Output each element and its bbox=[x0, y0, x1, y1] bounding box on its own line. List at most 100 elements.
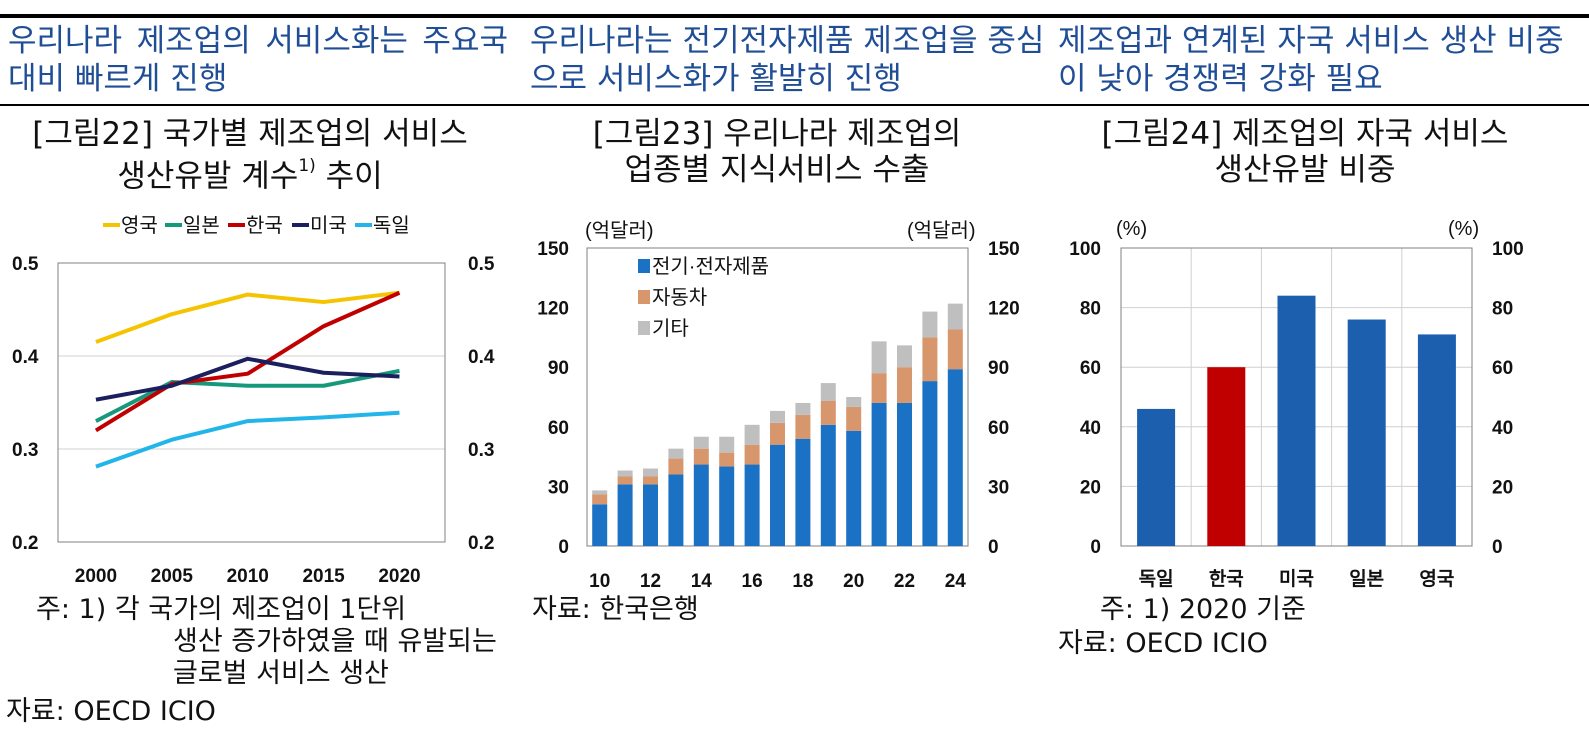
y-tick-left: 90 bbox=[548, 358, 569, 379]
bar-전기·전자제품-15 bbox=[719, 466, 735, 546]
bar-기타-13 bbox=[668, 448, 684, 459]
bar-자동차-16 bbox=[744, 444, 760, 465]
bar-chart-fig24: (%) (%) 0 0 20 20 40 40 60 60 80 80 100 100 독일 한국 미국 일본 영국 bbox=[1069, 218, 1524, 590]
fig22-note-line3: 글로벌 서비스 생산 bbox=[173, 658, 389, 689]
y-tick-right: 150 bbox=[988, 239, 1020, 260]
y-tick-left: 40 bbox=[1080, 418, 1101, 439]
bar-전기·전자제품-24 bbox=[947, 369, 963, 546]
legend-label-한국: 한국 bbox=[246, 214, 283, 237]
fig23-source: 자료: 한국은행 bbox=[532, 594, 699, 625]
y-tick-right: 90 bbox=[988, 358, 1009, 379]
figure-22-title-tail: 추이 bbox=[315, 158, 383, 195]
y-tick-left: 60 bbox=[1080, 358, 1101, 379]
x-tick-일본: 일본 bbox=[1349, 568, 1384, 590]
unit-right: (%) bbox=[1448, 218, 1479, 240]
y-tick-left: 0 bbox=[1090, 537, 1101, 558]
x-tick: 24 bbox=[945, 571, 967, 590]
bar-기타-16 bbox=[744, 424, 760, 445]
bar-자동차-12 bbox=[643, 476, 658, 485]
legend-label-미국: 미국 bbox=[310, 214, 347, 237]
bar-전기·전자제품-23 bbox=[922, 381, 938, 546]
y-tick-right: 0.5 bbox=[468, 254, 495, 275]
fig22-note-line1: 주: 1) 각 국가의 제조업이 1단위 bbox=[36, 594, 407, 625]
bar-기타-20 bbox=[846, 397, 862, 407]
y-tick-left: 0 bbox=[558, 537, 569, 558]
legend-label-전기·전자제품: 전기·전자제품 bbox=[652, 255, 769, 278]
fig22-source: 자료: OECD ICIO bbox=[6, 696, 216, 727]
figure-23-title-line1: [그림23] 우리나라 제조업의 bbox=[592, 116, 962, 152]
y-tick-right: 0.4 bbox=[468, 347, 495, 368]
bar-기타-18 bbox=[795, 402, 811, 415]
bar-자동차-21 bbox=[871, 373, 887, 403]
bar-자동차-20 bbox=[846, 406, 862, 431]
bar-기타-12 bbox=[643, 468, 658, 477]
y-tick-right: 60 bbox=[988, 418, 1009, 439]
y-tick-left: 60 bbox=[548, 418, 569, 439]
bar-미국 bbox=[1277, 295, 1316, 546]
bar-자동차-22 bbox=[897, 367, 912, 403]
y-tick-left: 0.4 bbox=[12, 347, 39, 368]
x-tick-미국: 미국 bbox=[1279, 568, 1314, 590]
x-tick: 2010 bbox=[227, 566, 269, 587]
y-tick-right: 80 bbox=[1492, 299, 1513, 320]
bar-한국 bbox=[1207, 367, 1246, 546]
bar-기타-19 bbox=[820, 383, 836, 401]
bar-전기·전자제품-20 bbox=[846, 430, 862, 546]
x-tick: 12 bbox=[640, 571, 661, 590]
legend-label-자동차: 자동차 bbox=[652, 286, 707, 309]
y-tick-left: 30 bbox=[548, 477, 569, 498]
bar-전기·전자제품-19 bbox=[820, 424, 836, 546]
bar-기타-11 bbox=[617, 470, 633, 477]
fig24-source: 자료: OECD ICIO bbox=[1058, 628, 1268, 659]
y-tick-left: 0.2 bbox=[12, 533, 38, 554]
legend-swatch-전기·전자제품 bbox=[638, 259, 650, 273]
legend-swatch-기타 bbox=[638, 321, 650, 335]
y-tick-right: 0.2 bbox=[468, 533, 494, 554]
y-tick-left: 120 bbox=[537, 299, 569, 320]
headline-3: 제조업과 연계된 자국 서비스 생산 비중이 낮아 경쟁력 강화 필요 bbox=[1058, 23, 1564, 97]
x-tick: 10 bbox=[589, 571, 610, 590]
bar-자동차-23 bbox=[922, 337, 938, 382]
bar-일본 bbox=[1347, 319, 1386, 546]
bar-자동차-13 bbox=[668, 458, 684, 475]
unit-left: (%) bbox=[1116, 218, 1147, 240]
y-tick-right: 20 bbox=[1492, 477, 1513, 498]
figure-24-title: [그림24] 제조업의 자국 서비스 생산유발 비중 bbox=[1055, 116, 1555, 188]
figure-24-title-line1: [그림24] 제조업의 자국 서비스 bbox=[1101, 116, 1509, 152]
y-tick-left: 80 bbox=[1080, 299, 1101, 320]
bar-기타-17 bbox=[770, 410, 785, 423]
x-tick: 14 bbox=[691, 571, 713, 590]
figure-22-title-line2: 생산유발 계수1) 추이 bbox=[0, 152, 500, 194]
y-tick-right: 100 bbox=[1492, 239, 1524, 260]
fig22-note-line2: 생산 증가하였을 때 유발되는 bbox=[173, 626, 497, 657]
y-tick-left: 0.3 bbox=[12, 440, 38, 461]
x-tick: 18 bbox=[792, 571, 813, 590]
series-line-한국 bbox=[94, 290, 401, 433]
y-tick-right: 0 bbox=[1492, 537, 1503, 558]
bar-전기·전자제품-14 bbox=[693, 464, 709, 546]
bar-기타-23 bbox=[922, 311, 938, 338]
footnote-marker: 1) bbox=[298, 156, 316, 176]
bar-전기·전자제품-16 bbox=[744, 464, 760, 546]
legend-label-기타: 기타 bbox=[652, 317, 689, 340]
bar-기타-15 bbox=[719, 436, 735, 453]
series-line-영국 bbox=[95, 290, 400, 344]
y-tick-left: 100 bbox=[1069, 239, 1101, 260]
section-rule bbox=[0, 104, 1589, 106]
bar-전기·전자제품-22 bbox=[897, 402, 912, 546]
bar-기타-22 bbox=[897, 345, 912, 368]
bar-자동차-11 bbox=[617, 476, 633, 485]
legend-swatch-자동차 bbox=[638, 290, 650, 304]
headline-1: 우리나라 제조업의 서비스화는 주요국대비 빠르게 진행 bbox=[8, 23, 508, 97]
bar-전기·전자제품-21 bbox=[871, 402, 887, 546]
x-tick: 2005 bbox=[151, 566, 194, 587]
line-chart-fig22: 영국 일본 한국 미국 독일 0.2 0.2 0.3 0.3 0.4 0.4 0.5 0.5 2000 20… bbox=[12, 214, 495, 587]
bar-자동차-19 bbox=[820, 400, 836, 425]
series-line-미국 bbox=[95, 356, 400, 402]
fig24-note: 주: 1) 2020 기준 bbox=[1100, 594, 1306, 625]
y-tick-right: 30 bbox=[988, 477, 1009, 498]
bar-전기·전자제품-11 bbox=[617, 484, 633, 546]
y-tick-left: 150 bbox=[537, 239, 569, 260]
x-tick: 22 bbox=[894, 571, 915, 590]
figure-22-title-main: 생산유발 계수 bbox=[117, 158, 299, 195]
